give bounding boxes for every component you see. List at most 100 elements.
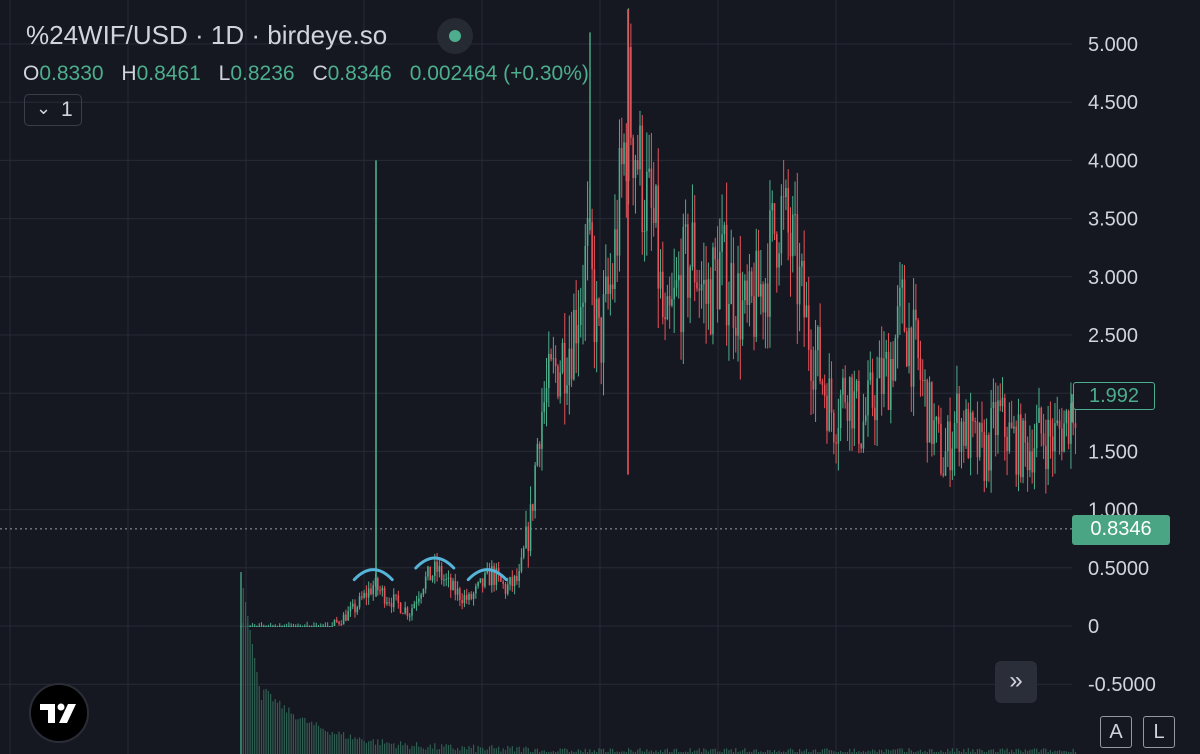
candle-body <box>591 222 593 270</box>
candle-body <box>917 320 919 359</box>
volume-bar <box>555 752 557 754</box>
candle-body <box>924 379 926 381</box>
volume-bar <box>566 749 568 754</box>
volume-bar <box>589 749 591 754</box>
volume-bar <box>805 748 808 754</box>
candle-body <box>251 626 254 627</box>
volume-bar <box>338 731 340 754</box>
volume-bar <box>726 748 728 754</box>
candle-body <box>700 284 703 291</box>
volume-bar <box>728 750 730 754</box>
volume-bar <box>393 743 395 754</box>
volume-bar <box>926 752 928 754</box>
candle-body <box>714 247 717 260</box>
candle-body <box>739 273 742 340</box>
volume-bar <box>516 747 518 754</box>
tradingview-logo-icon[interactable] <box>29 683 89 743</box>
candle-body <box>463 595 466 604</box>
volume-bar <box>883 752 885 754</box>
candle-body <box>561 342 564 373</box>
volume-bar <box>593 750 595 754</box>
candle-body <box>493 566 495 585</box>
volume-bar <box>320 728 322 754</box>
volume-bar <box>571 750 573 754</box>
volume-bar <box>919 749 922 754</box>
candle-body <box>1045 445 1047 470</box>
volume-bar <box>406 745 409 754</box>
volume-bar <box>539 752 541 754</box>
volume-bar <box>753 749 755 754</box>
candle-body <box>707 279 710 304</box>
indicators-toggle-button[interactable]: ⌄ 1 <box>24 94 82 126</box>
volume-bar <box>885 749 887 754</box>
volume-bar <box>794 752 796 754</box>
scroll-forward-button[interactable]: » <box>995 661 1037 703</box>
candle-body <box>326 626 329 627</box>
candle-body <box>778 253 780 268</box>
volume-bar <box>849 748 851 754</box>
candle-body <box>390 603 393 608</box>
volume-bar <box>286 712 288 754</box>
candle-body <box>520 557 523 572</box>
volume-bar <box>1052 751 1054 754</box>
candle-body <box>848 377 851 421</box>
auto-scale-button[interactable]: A <box>1100 716 1132 748</box>
candle-body <box>513 575 516 587</box>
volume-bar <box>1061 751 1063 754</box>
candle-body <box>1072 403 1074 424</box>
candle-body <box>931 382 933 444</box>
volume-bar <box>265 688 267 754</box>
volume-bar <box>828 749 830 754</box>
volume-bar <box>573 752 575 754</box>
volume-bar <box>833 751 835 754</box>
volume-bar <box>301 717 304 754</box>
candle-body <box>472 593 475 599</box>
volume-bar <box>698 748 700 754</box>
candle-body <box>347 611 349 621</box>
volume-bar <box>1063 750 1065 754</box>
volume-bar <box>491 744 493 754</box>
volume-bar <box>899 748 901 754</box>
volume-bar <box>575 751 577 754</box>
volume-bar <box>634 751 637 754</box>
candle-body <box>921 379 924 381</box>
candle-body <box>878 357 881 379</box>
volume-bar <box>903 752 906 754</box>
volume-bar <box>1038 752 1040 754</box>
candle-body <box>860 443 862 449</box>
candle-body <box>456 588 459 595</box>
volume-bar <box>299 718 301 754</box>
candle-body <box>846 402 849 421</box>
volume-bar <box>415 742 418 754</box>
candle-body <box>826 395 828 431</box>
candle-body <box>639 125 641 170</box>
candle-body <box>317 626 320 627</box>
candle-body <box>851 377 853 429</box>
volume-bar <box>452 748 454 754</box>
volume-bar <box>1011 749 1013 754</box>
volume-bar <box>370 740 372 754</box>
volume-bar <box>459 750 461 754</box>
candle-body <box>383 588 386 604</box>
volume-bar <box>500 751 502 754</box>
candle-body <box>479 578 482 583</box>
volume-bar <box>434 743 436 754</box>
volume-bar <box>685 751 687 754</box>
candle-body <box>495 568 498 585</box>
candle-body <box>440 565 443 580</box>
candle-body <box>288 626 290 627</box>
volume-bar <box>276 702 279 754</box>
candle-body <box>662 271 664 318</box>
candle-body <box>791 214 794 257</box>
candle-body <box>525 526 527 548</box>
log-scale-button[interactable]: L <box>1143 716 1175 748</box>
volume-bar <box>618 752 621 754</box>
candle-body <box>828 378 831 431</box>
volume-bar <box>890 750 892 754</box>
volume-bar <box>372 739 374 754</box>
volume-bar <box>397 744 399 754</box>
volume-bar <box>422 748 424 754</box>
volume-bar <box>623 751 625 754</box>
live-status-icon[interactable] <box>437 18 473 54</box>
